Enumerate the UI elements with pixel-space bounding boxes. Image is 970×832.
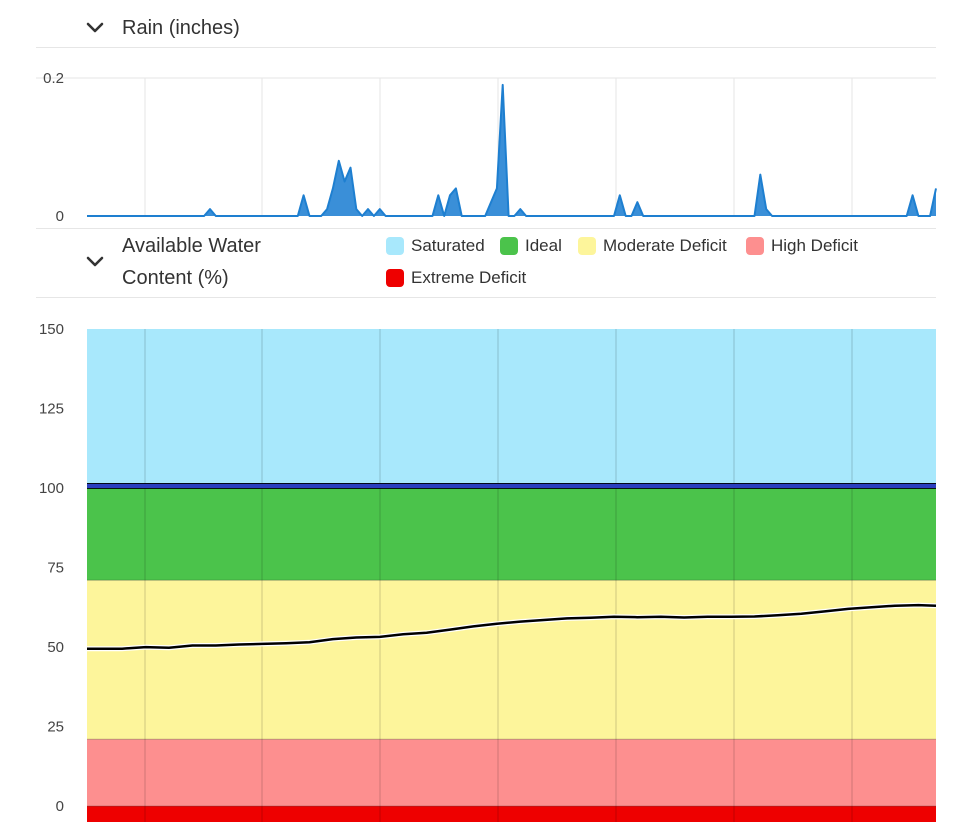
awc-chart: 150 125 100 75 50 25 0 xyxy=(39,321,937,822)
legend-swatch-ideal xyxy=(500,237,518,255)
awc-collapse-chevron-down-icon[interactable] xyxy=(86,256,104,268)
awc-section-title-line1: Available Water xyxy=(122,235,261,257)
rain-section-title: Rain (inches) xyxy=(122,17,240,39)
rain-chart: 0.20 xyxy=(36,70,937,225)
awc-band-ideal xyxy=(87,488,936,581)
awc-y-tick-0: 0 xyxy=(56,798,64,815)
legend-swatch-extreme-deficit xyxy=(386,269,404,287)
legend-label-high-deficit: High Deficit xyxy=(771,236,858,255)
awc-band-moderate-deficit xyxy=(87,580,936,740)
awc-band-high-deficit xyxy=(87,739,936,807)
rain-collapse-chevron-down-icon[interactable] xyxy=(86,22,104,34)
legend-item-ideal[interactable]: Ideal xyxy=(500,236,562,256)
rain-y-tick-1: 0 xyxy=(56,208,64,225)
legend-swatch-moderate-deficit xyxy=(578,237,596,255)
awc-y-tick-100: 100 xyxy=(39,480,64,497)
legend-item-moderate-deficit[interactable]: Moderate Deficit xyxy=(578,236,727,256)
legend-item-high-deficit[interactable]: High Deficit xyxy=(746,236,858,256)
awc-band-saturated xyxy=(87,329,936,489)
legend-item-extreme-deficit[interactable]: Extreme Deficit xyxy=(386,268,526,288)
awc-section-header xyxy=(36,228,936,298)
legend-label-extreme-deficit: Extreme Deficit xyxy=(411,268,527,287)
rain-y-tick-0: 0.2 xyxy=(43,70,64,87)
rain-area xyxy=(87,84,936,217)
legend-swatch-saturated xyxy=(386,237,404,255)
awc-band-extreme-deficit xyxy=(87,806,936,822)
legend-swatch-high-deficit xyxy=(746,237,764,255)
awc-legend: Saturated Ideal Moderate Deficit High De… xyxy=(382,232,942,296)
awc-y-tick-75: 75 xyxy=(47,560,64,577)
legend-label-saturated: Saturated xyxy=(411,236,485,255)
awc-y-tick-125: 125 xyxy=(39,401,64,418)
awc-line xyxy=(87,603,937,650)
legend-item-saturated[interactable]: Saturated xyxy=(386,236,485,256)
awc-section-title-line2: Content (%) xyxy=(122,267,229,289)
legend-label-ideal: Ideal xyxy=(525,236,562,255)
legend-label-moderate-deficit: Moderate Deficit xyxy=(603,236,727,255)
awc-saturation-threshold-line xyxy=(87,483,936,489)
awc-y-tick-150: 150 xyxy=(39,321,64,338)
awc-y-tick-50: 50 xyxy=(47,639,64,656)
awc-y-tick-25: 25 xyxy=(47,719,64,736)
rain-section-header xyxy=(36,0,936,48)
rain-line xyxy=(87,83,937,217)
